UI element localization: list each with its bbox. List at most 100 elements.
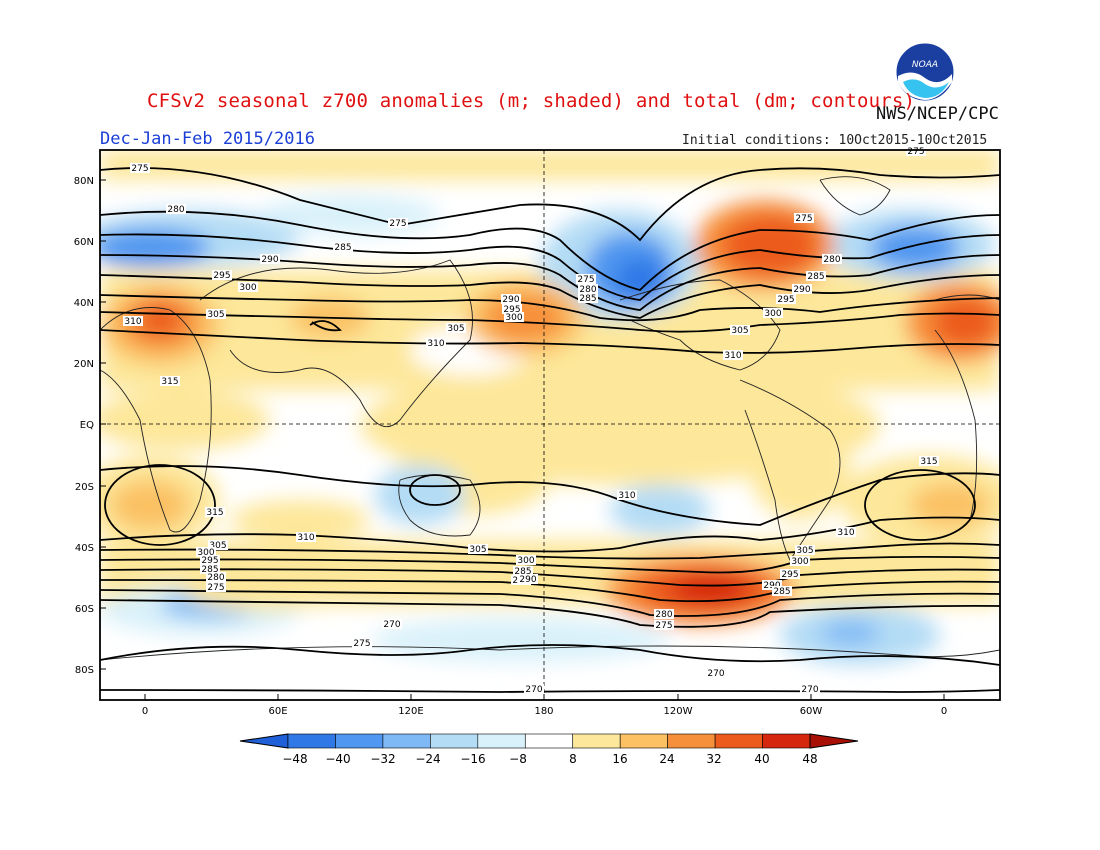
contour-label: 315 — [161, 377, 178, 387]
contour-label: 305 — [731, 326, 748, 336]
contour-label: 295 — [781, 570, 798, 580]
contour-label: 275 — [655, 621, 672, 631]
contour-label: 300 — [197, 548, 214, 558]
colorbar-box — [572, 733, 621, 749]
contour-label: 280 — [167, 205, 184, 215]
contour-label: 310 — [427, 339, 444, 349]
contour-label: 310 — [837, 528, 854, 538]
contour-label: 300 — [517, 556, 534, 566]
lon-label-6: 0 — [941, 706, 947, 717]
contour-label: 275 — [207, 583, 224, 593]
colorbar-tick: 24 — [659, 752, 674, 766]
contour-label: 300 — [791, 557, 808, 567]
colorbar-box — [335, 733, 384, 749]
lon-label-5: 60W — [800, 706, 823, 717]
colorbar-tick: −48 — [282, 752, 307, 766]
contour-label: 280 — [823, 255, 840, 265]
contour-label: 285 — [807, 272, 824, 282]
contour-label: 275 — [389, 219, 406, 229]
contour-label: 285 — [579, 294, 596, 304]
lat-label-20N: 20N — [74, 359, 94, 370]
colorbar-box — [524, 733, 574, 749]
contour-label: 275 — [131, 164, 148, 174]
contour-label: 295 — [201, 556, 218, 566]
contour-label: 275 — [907, 147, 924, 157]
contour-label: 310 — [297, 533, 314, 543]
contour-label: 290 — [261, 255, 278, 265]
contour-label: 295 — [213, 271, 230, 281]
contour-label: 270 — [707, 669, 724, 679]
contour-label: 305 — [207, 310, 224, 320]
colorbar-box — [714, 733, 763, 749]
figure-title: CFSv2 seasonal z700 anomalies (m; shaded… — [147, 90, 916, 112]
contour-label: 300 — [239, 283, 256, 293]
colorbar-box — [667, 733, 716, 749]
contour-label: 285 — [514, 567, 531, 577]
longitude-labels: 0 60E 120E 180 120W 60W 0 — [142, 694, 947, 717]
contour-label: 270 — [383, 620, 400, 630]
colorbar-right-arrow — [809, 733, 859, 749]
contour-label: 310 — [618, 491, 635, 501]
contour-label: 275 — [353, 639, 370, 649]
colorbar-tick: −32 — [370, 752, 395, 766]
lat-label-EQ: EQ — [80, 420, 94, 431]
contour-label: 290 — [502, 295, 519, 305]
noaa-logo-text: NOAA — [912, 60, 938, 70]
colorbar-box — [762, 733, 811, 749]
contour-label: 310 — [124, 317, 141, 327]
contour-label: 285 — [773, 587, 790, 597]
colorbar-tick: 40 — [754, 752, 769, 766]
map-field — [100, 150, 1000, 700]
colorbar-box — [619, 733, 668, 749]
lon-label-4: 120W — [664, 706, 693, 717]
agency-label: NWS/NCEP/CPC — [876, 104, 999, 124]
contour-label: 285 — [201, 565, 218, 575]
season-label: Dec-Jan-Feb 2015/2016 — [100, 129, 315, 149]
lat-label-60N: 60N — [74, 237, 94, 248]
lon-label-1: 60E — [268, 706, 287, 717]
anomaly-shading — [100, 150, 1000, 665]
contour-label: 300 — [764, 309, 781, 319]
lat-label-40N: 40N — [74, 298, 94, 309]
colorbar-tick: −24 — [415, 752, 440, 766]
contour-label: 275 — [577, 275, 594, 285]
colorbar-box — [430, 733, 479, 749]
contour-label: 305 — [447, 324, 464, 334]
noaa-logo: NOAA — [895, 42, 955, 102]
lon-label-2: 120E — [398, 706, 423, 717]
lon-label-3: 180 — [534, 706, 553, 717]
contour-label: 305 — [469, 545, 486, 555]
contour-label: 290 — [793, 285, 810, 295]
contour-label: 280 — [207, 573, 224, 583]
contour-label: 315 — [206, 508, 223, 518]
lat-label-40S: 40S — [75, 543, 94, 554]
colorbar-tick: 8 — [569, 752, 577, 766]
colorbar-tick: 16 — [612, 752, 627, 766]
colorbar-box — [382, 733, 431, 749]
contour-label: 290 — [519, 575, 536, 585]
contour-label: 310 — [724, 351, 741, 361]
colorbar-left-arrow — [239, 733, 289, 749]
colorbar-tick: −8 — [509, 752, 527, 766]
colorbar-box — [287, 733, 336, 749]
contour-label: 315 — [920, 457, 937, 467]
lat-label-20S: 20S — [75, 482, 94, 493]
colorbar-tick: 32 — [706, 752, 721, 766]
map-frame — [99, 149, 1001, 701]
contour-label: 300 — [505, 313, 522, 323]
initial-conditions-label: Initial conditions: 10Oct2015-10Oct2015 — [682, 133, 988, 148]
lat-label-80N: 80N — [74, 176, 94, 187]
lon-label-0: 0 — [142, 706, 148, 717]
latitude-labels: 80N 60N 40N 20N EQ 20S 40S 60S 80S — [74, 176, 106, 676]
colorbar-tick: −40 — [325, 752, 350, 766]
colorbar-box — [477, 733, 526, 749]
colorbar-tick: 48 — [802, 752, 817, 766]
contour-label: 295 — [503, 305, 520, 315]
colorbar-tick: −16 — [460, 752, 485, 766]
contour-label: 295 — [777, 295, 794, 305]
contour-label: 305 — [209, 541, 226, 551]
contour-labels: 2752802752852902953003053103152752802852… — [123, 146, 939, 695]
contour-label: 280 — [579, 285, 596, 295]
